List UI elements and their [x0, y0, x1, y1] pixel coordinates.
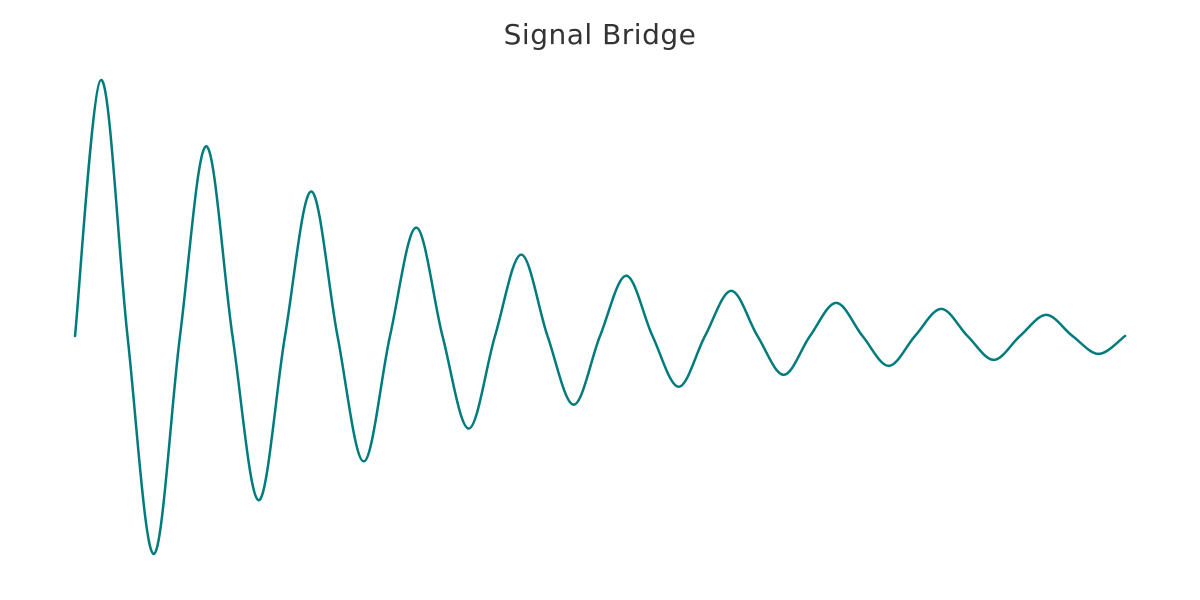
series-line: [73, 78, 1127, 556]
chart-title: Signal Bridge: [503, 18, 697, 51]
